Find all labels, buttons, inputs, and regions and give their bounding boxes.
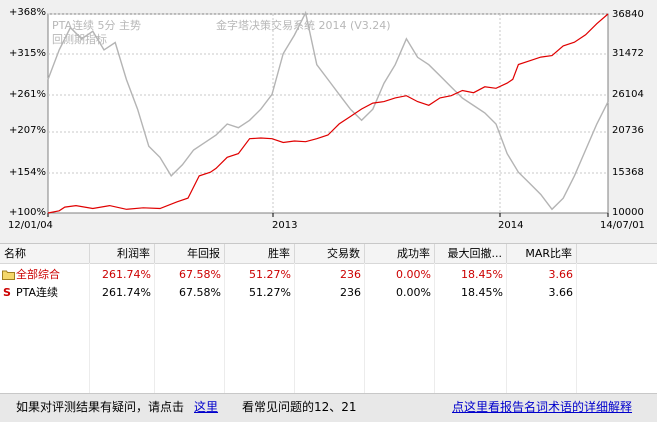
cell-drawdown: 18.45% bbox=[461, 286, 503, 299]
cell-annual: 67.58% bbox=[179, 268, 221, 281]
indicator-label: 回测期指标 bbox=[52, 33, 107, 46]
cell-profit: 261.74% bbox=[102, 286, 151, 299]
cell-mar: 3.66 bbox=[548, 268, 574, 281]
col-header-name[interactable]: 名称 bbox=[0, 244, 90, 263]
y-right-tick: 10000 bbox=[612, 207, 644, 218]
table-header: 名称 利润率 年回报 胜率 交易数 成功率 最大回撤... MAR比率 bbox=[0, 244, 657, 264]
cell-mar: 3.66 bbox=[548, 286, 574, 299]
y-left-tick: +315% bbox=[9, 48, 46, 59]
row-name: 全部综合 bbox=[16, 268, 60, 281]
glossary-link[interactable]: 点这里看报告名词术语的详细解释 bbox=[452, 400, 633, 414]
cell-trades: 236 bbox=[340, 286, 361, 299]
y-right-tick: 26104 bbox=[612, 89, 644, 100]
col-header-profit[interactable]: 利润率 bbox=[90, 244, 155, 263]
here-link[interactable]: 这里 bbox=[194, 400, 219, 414]
col-header-annual[interactable]: 年回报 bbox=[155, 244, 225, 263]
y-right-tick: 31472 bbox=[612, 48, 644, 59]
y-left-tick: +368% bbox=[9, 7, 46, 18]
system-title: 金字塔决策交易系统 2014 (V3.24) bbox=[216, 19, 391, 32]
y-left-tick: +154% bbox=[9, 167, 46, 178]
price-series-line bbox=[47, 10, 609, 211]
folder-icon bbox=[2, 266, 16, 283]
row-name: PTA连续 bbox=[16, 286, 59, 299]
y-left-tick: +207% bbox=[9, 125, 46, 136]
y-left-tick: +100% bbox=[9, 207, 46, 218]
results-table: 名称 利润率 年回报 胜率 交易数 成功率 最大回撤... MAR比率 全部综合… bbox=[0, 243, 657, 394]
x-tick: 12/01/04 bbox=[8, 220, 53, 231]
table-row[interactable]: 全部综合 261.74% 67.58% 51.27% 236 0.00% 18.… bbox=[0, 266, 657, 283]
y-left-tick: +261% bbox=[9, 89, 46, 100]
cell-winrate: 51.27% bbox=[249, 268, 291, 281]
y-right-tick: 36840 bbox=[612, 9, 644, 20]
cell-profit: 261.74% bbox=[102, 268, 151, 281]
plot-area bbox=[47, 13, 609, 214]
chart-canvas bbox=[47, 10, 609, 217]
s-icon: S bbox=[3, 286, 11, 299]
col-header-drawdown[interactable]: 最大回撤... bbox=[435, 244, 507, 263]
x-tick: 14/07/01 bbox=[600, 220, 645, 231]
cell-drawdown: 18.45% bbox=[461, 268, 503, 281]
cell-success: 0.00% bbox=[396, 286, 431, 299]
footer-bar: 如果对评测结果有疑问，请点击 这里 看常见问题的12、21 点这里看报告名词术语… bbox=[0, 393, 657, 422]
x-tick: 2013 bbox=[272, 220, 298, 231]
question-text: 如果对评测结果有疑问，请点击 bbox=[16, 400, 185, 414]
x-tick: 2014 bbox=[498, 220, 524, 231]
cell-annual: 67.58% bbox=[179, 286, 221, 299]
faq-text: 看常见问题的12、21 bbox=[242, 400, 357, 414]
table-row[interactable]: S PTA连续 261.74% 67.58% 51.27% 236 0.00% … bbox=[0, 284, 657, 301]
col-header-trades[interactable]: 交易数 bbox=[295, 244, 365, 263]
backtest-chart: +368% +315% +261% +207% +154% +100% 3684… bbox=[8, 7, 645, 231]
col-header-success[interactable]: 成功率 bbox=[365, 244, 435, 263]
series-label: PTA连续 5分 主势 bbox=[52, 19, 142, 32]
col-header-winrate[interactable]: 胜率 bbox=[225, 244, 295, 263]
y-right-tick: 15368 bbox=[612, 167, 644, 178]
cell-trades: 236 bbox=[340, 268, 361, 281]
equity-series-line bbox=[47, 13, 609, 214]
y-right-tick: 20736 bbox=[612, 125, 644, 136]
col-header-mar[interactable]: MAR比率 bbox=[507, 244, 577, 263]
cell-winrate: 51.27% bbox=[249, 286, 291, 299]
cell-success: 0.00% bbox=[396, 268, 431, 281]
